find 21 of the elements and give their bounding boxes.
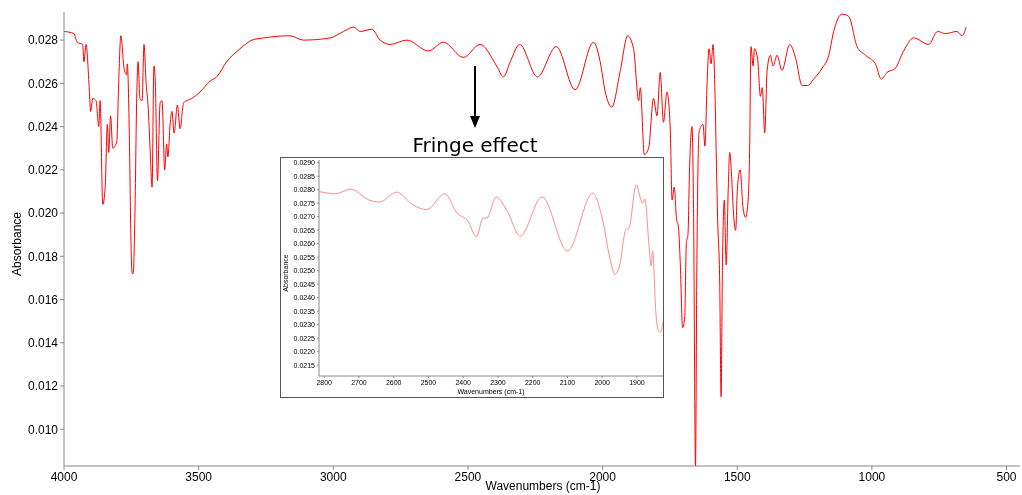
y-tick-label: 0.016	[27, 292, 59, 307]
y-tick-label: 0.012	[27, 379, 59, 394]
line-series	[319, 184, 663, 333]
annotation: Fringe effect	[411, 133, 539, 157]
y-tick-label: 0.022	[27, 163, 59, 178]
x-tick-label: 500	[996, 469, 1017, 484]
x-tick-label: 3500	[185, 469, 213, 484]
x-tick-label: 3000	[319, 469, 347, 484]
y-tick-label: 0.010	[27, 422, 59, 437]
y-tick-label: 0.028	[27, 33, 59, 48]
x-axis-title: Wavenumbers (cm-1)	[485, 479, 601, 494]
y-tick-label: 0.026	[27, 76, 59, 91]
x-tick-label: 2500	[454, 469, 482, 484]
x-tick-label: 1500	[723, 469, 751, 484]
y-tick-label: 0.018	[27, 249, 59, 264]
x-tick-label: 1000	[858, 469, 886, 484]
y-tick-label: 0.024	[27, 119, 59, 134]
y-tick-label: 0.020	[27, 206, 59, 221]
x-tick-label: 4000	[50, 469, 78, 484]
y-axis-title: Absorbance	[10, 211, 25, 276]
y-tick-label: 0.014	[27, 336, 59, 351]
